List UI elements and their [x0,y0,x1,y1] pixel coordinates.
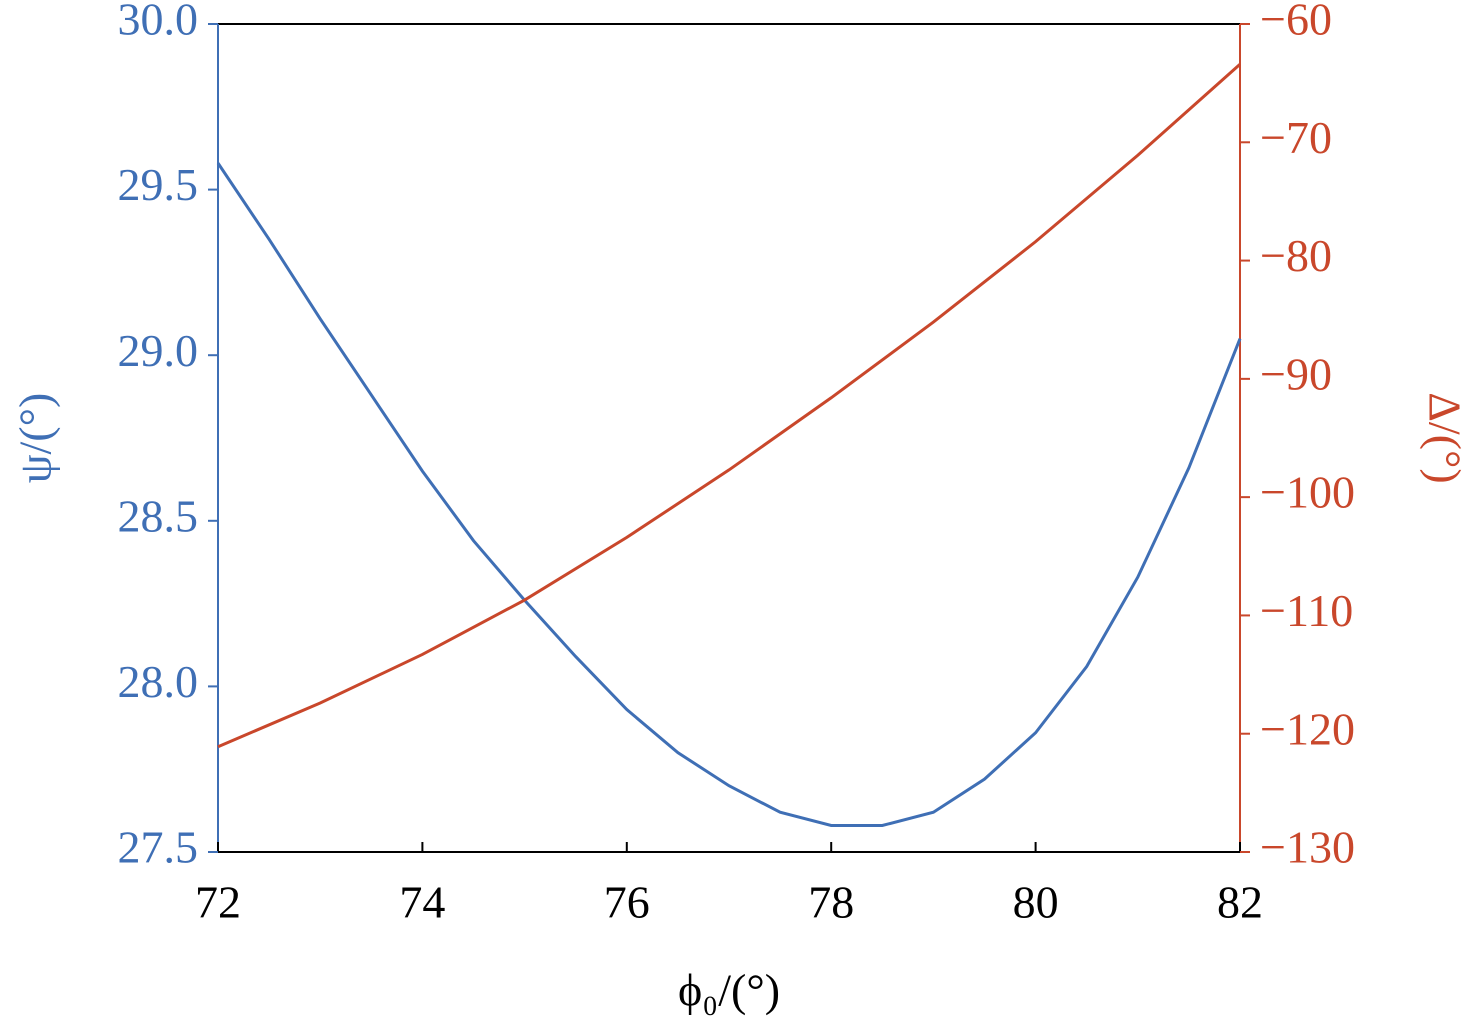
x-tick-label: 80 [1013,877,1059,928]
y2-tick-label: −110 [1260,585,1353,636]
y-tick-label: 29.5 [118,159,199,210]
x-tick-label: 78 [808,877,854,928]
y-tick-label: 27.5 [118,822,199,873]
y-tick-label: 29.0 [118,325,199,376]
y2-tick-label: −100 [1260,467,1355,518]
x-tick-label: 74 [399,877,445,928]
data-line [216,162,1242,828]
y2-tick-label: −90 [1260,348,1332,399]
y2-tick-label: −130 [1260,822,1355,873]
x-tick-label: 72 [195,877,241,928]
y-tick-label: 28.0 [118,656,199,707]
y2-tick-label: −60 [1260,0,1332,45]
y2-tick-label: −70 [1260,112,1332,163]
y2-tick-label: −80 [1260,230,1332,281]
data-line [217,63,1241,749]
y-tick-label: 30.0 [118,0,199,45]
y-tick-label: 28.5 [118,490,199,541]
x-axis-label: ϕ₀/(°) [678,965,780,1016]
x-tick-label: 82 [1217,877,1263,928]
y2-tick-label: −120 [1260,703,1355,754]
x-tick-label: 76 [604,877,650,928]
y-axis-label: ψ/(°) [10,393,61,484]
y2-axis-label: Δ/(°) [1419,392,1470,483]
